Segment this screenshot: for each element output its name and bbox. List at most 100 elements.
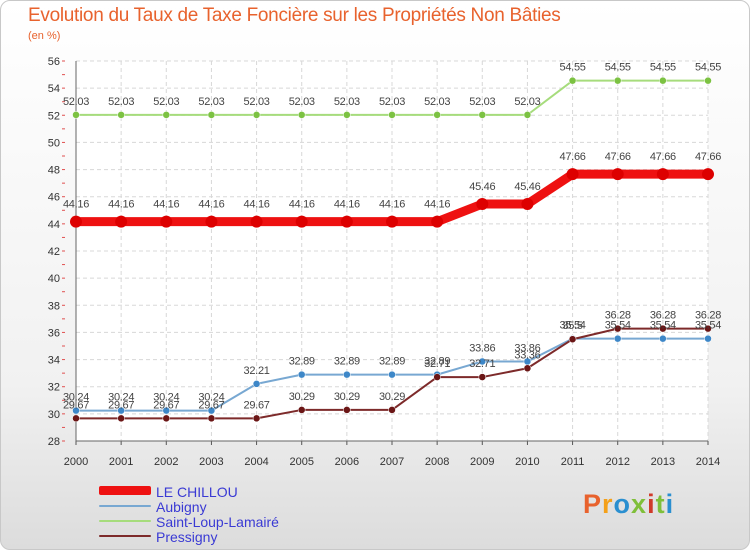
point-le-chillou [386, 215, 398, 228]
data-label-aubigny: 30.24 [198, 392, 224, 404]
data-label-le-chillou: 44.16 [198, 199, 224, 211]
data-label-saint-loup-lamaire: 52.03 [469, 96, 495, 108]
point-aubigny [343, 370, 351, 379]
data-label-saint-loup-lamaire: 52.03 [244, 96, 270, 108]
chart-title: Evolution du Taux de Taxe Foncière sur l… [28, 5, 561, 26]
data-label-pressigny: 35.5 [562, 320, 582, 332]
x-tick-label: 2007 [380, 456, 404, 468]
point-le-chillou [340, 215, 353, 228]
y-tick-label: 34 [48, 355, 60, 367]
data-label-pressigny: 29.67 [244, 399, 270, 411]
point-saint-loup-lamaire [72, 111, 80, 119]
point-le-chillou [566, 168, 579, 181]
point-aubigny [388, 370, 396, 379]
logo-letter: i [647, 489, 656, 519]
y-tick-label: 38 [48, 300, 60, 312]
point-saint-loup-lamaire [704, 76, 712, 85]
x-tick-label: 2010 [515, 456, 539, 468]
data-label-saint-loup-lamaire: 52.03 [108, 96, 134, 108]
point-pressigny [388, 406, 396, 414]
y-tick-label: 50 [48, 137, 60, 149]
x-tick-label: 2011 [561, 456, 585, 468]
point-pressigny [162, 414, 171, 423]
point-saint-loup-lamaire [659, 76, 667, 85]
data-label-saint-loup-lamaire: 52.03 [289, 96, 315, 108]
data-label-aubigny: 35.54 [560, 320, 586, 332]
point-le-chillou [521, 198, 534, 211]
point-saint-loup-lamaire [297, 111, 306, 119]
y-tick-label: 36 [48, 327, 60, 339]
data-label-aubigny: 30.24 [63, 392, 89, 404]
data-label-le-chillou: 44.16 [289, 199, 315, 211]
data-label-saint-loup-lamaire: 54.55 [605, 62, 631, 74]
point-pressigny [613, 324, 622, 333]
point-aubigny [297, 370, 306, 379]
y-axis-unit: (en %) [28, 30, 61, 42]
point-saint-loup-lamaire [613, 76, 622, 85]
data-label-aubigny: 33.86 [514, 342, 540, 354]
logo-letter: r [602, 489, 614, 519]
x-tick-label: 2006 [335, 456, 359, 468]
point-le-chillou [611, 168, 624, 181]
data-label-le-chillou: 44.16 [153, 199, 179, 211]
data-label-pressigny: 30.29 [379, 391, 405, 403]
logo-letter: o [613, 489, 632, 519]
data-label-saint-loup-lamaire: 54.55 [695, 62, 721, 74]
data-label-saint-loup-lamaire: 52.03 [63, 96, 89, 108]
data-label-saint-loup-lamaire: 52.03 [334, 96, 360, 108]
y-tick-label: 52 [48, 110, 60, 122]
data-label-aubigny: 32.89 [379, 356, 405, 368]
point-saint-loup-lamaire [478, 111, 487, 119]
point-le-chillou [656, 168, 669, 181]
data-label-pressigny: 30.29 [289, 391, 315, 403]
point-pressigny [523, 364, 532, 373]
data-label-le-chillou: 44.16 [379, 199, 405, 211]
point-saint-loup-lamaire [252, 111, 261, 119]
logo-letter: x [631, 489, 648, 519]
data-label-le-chillou: 47.66 [605, 151, 631, 163]
data-label-aubigny: 32.21 [244, 365, 270, 377]
data-label-aubigny: 30.24 [108, 392, 134, 404]
data-label-pressigny: 29.67 [153, 399, 179, 411]
data-label-saint-loup-lamaire: 52.03 [198, 96, 224, 108]
point-le-chillou [431, 215, 444, 228]
data-label-aubigny: 33.86 [469, 342, 495, 354]
data-label-layer: 44.16 44.16 44.16 44.16 44.16 44.16 44.16 44.16… [63, 62, 722, 412]
data-label-pressigny: 32.71 [469, 358, 495, 370]
data-label-saint-loup-lamaire: 52.03 [379, 96, 405, 108]
point-pressigny [252, 414, 261, 423]
x-tick-label: 2005 [289, 456, 313, 468]
point-le-chillou [476, 198, 489, 211]
data-label-le-chillou: 44.16 [63, 199, 89, 211]
data-label-aubigny: 32.89 [424, 356, 450, 368]
data-label-saint-loup-lamaire: 52.03 [153, 96, 179, 108]
data-label-le-chillou: 47.66 [650, 151, 676, 163]
point-le-chillou [250, 215, 263, 228]
point-saint-loup-lamaire [117, 111, 125, 119]
point-pressigny [72, 414, 80, 423]
axis-layer: 28 30 32 34 36 38 40 42 44 46 48 50 52 54 56 2000 2001 20… [48, 56, 720, 468]
point-saint-loup-lamaire [568, 76, 577, 85]
point-saint-loup-lamaire [433, 111, 441, 119]
point-aubigny [613, 334, 622, 343]
x-tick-label: 2008 [425, 456, 449, 468]
data-label-aubigny: 30.24 [153, 392, 179, 404]
data-label-pressigny: 32.71 [424, 358, 450, 370]
proxiti-logo: Proxiti [583, 489, 674, 520]
x-tick-label: 2014 [696, 456, 720, 468]
point-saint-loup-lamaire [162, 111, 171, 119]
y-tick-label: 42 [48, 246, 60, 258]
legend-swatch-aubigny [99, 505, 151, 507]
point-aubigny [659, 334, 667, 343]
data-label-le-chillou: 44.16 [108, 199, 134, 211]
point-saint-loup-lamaire [207, 111, 216, 119]
point-saint-loup-lamaire [343, 111, 351, 119]
data-label-aubigny: 35.54 [695, 320, 721, 332]
legend-label-aubigny: Aubigny [156, 499, 207, 515]
y-tick-label: 28 [48, 436, 60, 448]
logo-letter: i [665, 489, 675, 519]
data-label-pressigny: 29.67 [108, 399, 134, 411]
point-aubigny [252, 380, 261, 388]
point-le-chillou [702, 168, 714, 181]
